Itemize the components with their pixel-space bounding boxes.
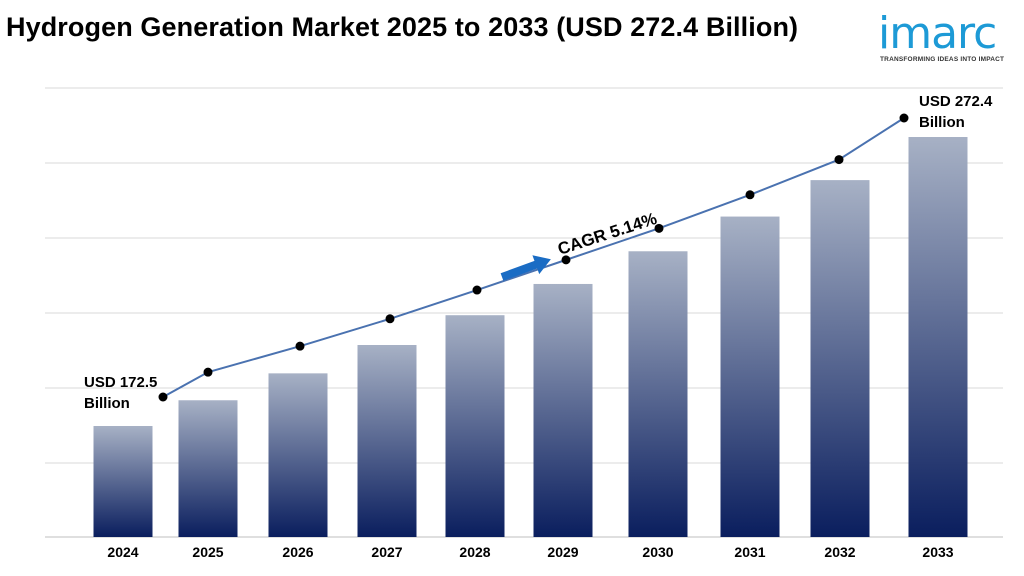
start-value-label: Billion — [84, 395, 130, 412]
logo-tagline: TRANSFORMING IDEAS INTO IMPACT — [880, 56, 1005, 63]
trend-point-2025 — [203, 367, 213, 377]
x-tick-label: 2025 — [192, 544, 223, 560]
trend-point-2031 — [745, 190, 755, 200]
chart-title: Hydrogen Generation Market 2025 to 2033 … — [6, 12, 799, 42]
trend-polyline — [162, 117, 905, 398]
imarc-logo: imarc TRANSFORMING IDEAS INTO IMPACT — [876, 8, 1006, 70]
trend-point-2028 — [472, 285, 482, 295]
trend-point-2026 — [295, 341, 305, 351]
bar-2026 — [268, 373, 328, 537]
bar-2030 — [628, 251, 688, 537]
bar-2028 — [445, 315, 505, 537]
bar-2024 — [93, 426, 153, 537]
logo-wordmark: imarc — [878, 8, 997, 59]
trend-point-2027 — [385, 314, 395, 324]
x-tick-label: 2030 — [642, 544, 673, 560]
cagr-arrow — [500, 255, 551, 281]
start-value-label: USD 172.5 — [84, 374, 157, 391]
bar-2027 — [357, 344, 417, 537]
x-tick-label: 2024 — [107, 544, 138, 560]
trend-point-2033 — [899, 113, 909, 123]
bar-2033 — [908, 137, 968, 537]
x-tick-label: 2026 — [282, 544, 313, 560]
x-tick-label: 2027 — [371, 544, 402, 560]
bar-2032 — [810, 180, 870, 537]
trend-line — [158, 113, 909, 402]
bar-2031 — [720, 216, 780, 537]
x-tick-label: 2031 — [734, 544, 765, 560]
trend-point-2030 — [654, 223, 664, 233]
bar-2029 — [533, 283, 593, 537]
end-value-label: Billion — [919, 114, 965, 131]
x-tick-label: 2032 — [824, 544, 855, 560]
x-tick-labels: 2024 2025 2026 2027 2028 2029 2030 2031 2032 2033 — [107, 544, 953, 560]
trend-point-2024 — [158, 392, 168, 402]
x-tick-label: 2028 — [459, 544, 490, 560]
end-value-label: USD 272.4 — [919, 93, 993, 110]
trend-point-2032 — [834, 155, 844, 165]
x-tick-label: 2033 — [922, 544, 953, 560]
trend-point-2029 — [561, 255, 571, 265]
bars — [93, 137, 968, 537]
bar-2025 — [178, 400, 238, 537]
x-tick-label: 2029 — [547, 544, 578, 560]
